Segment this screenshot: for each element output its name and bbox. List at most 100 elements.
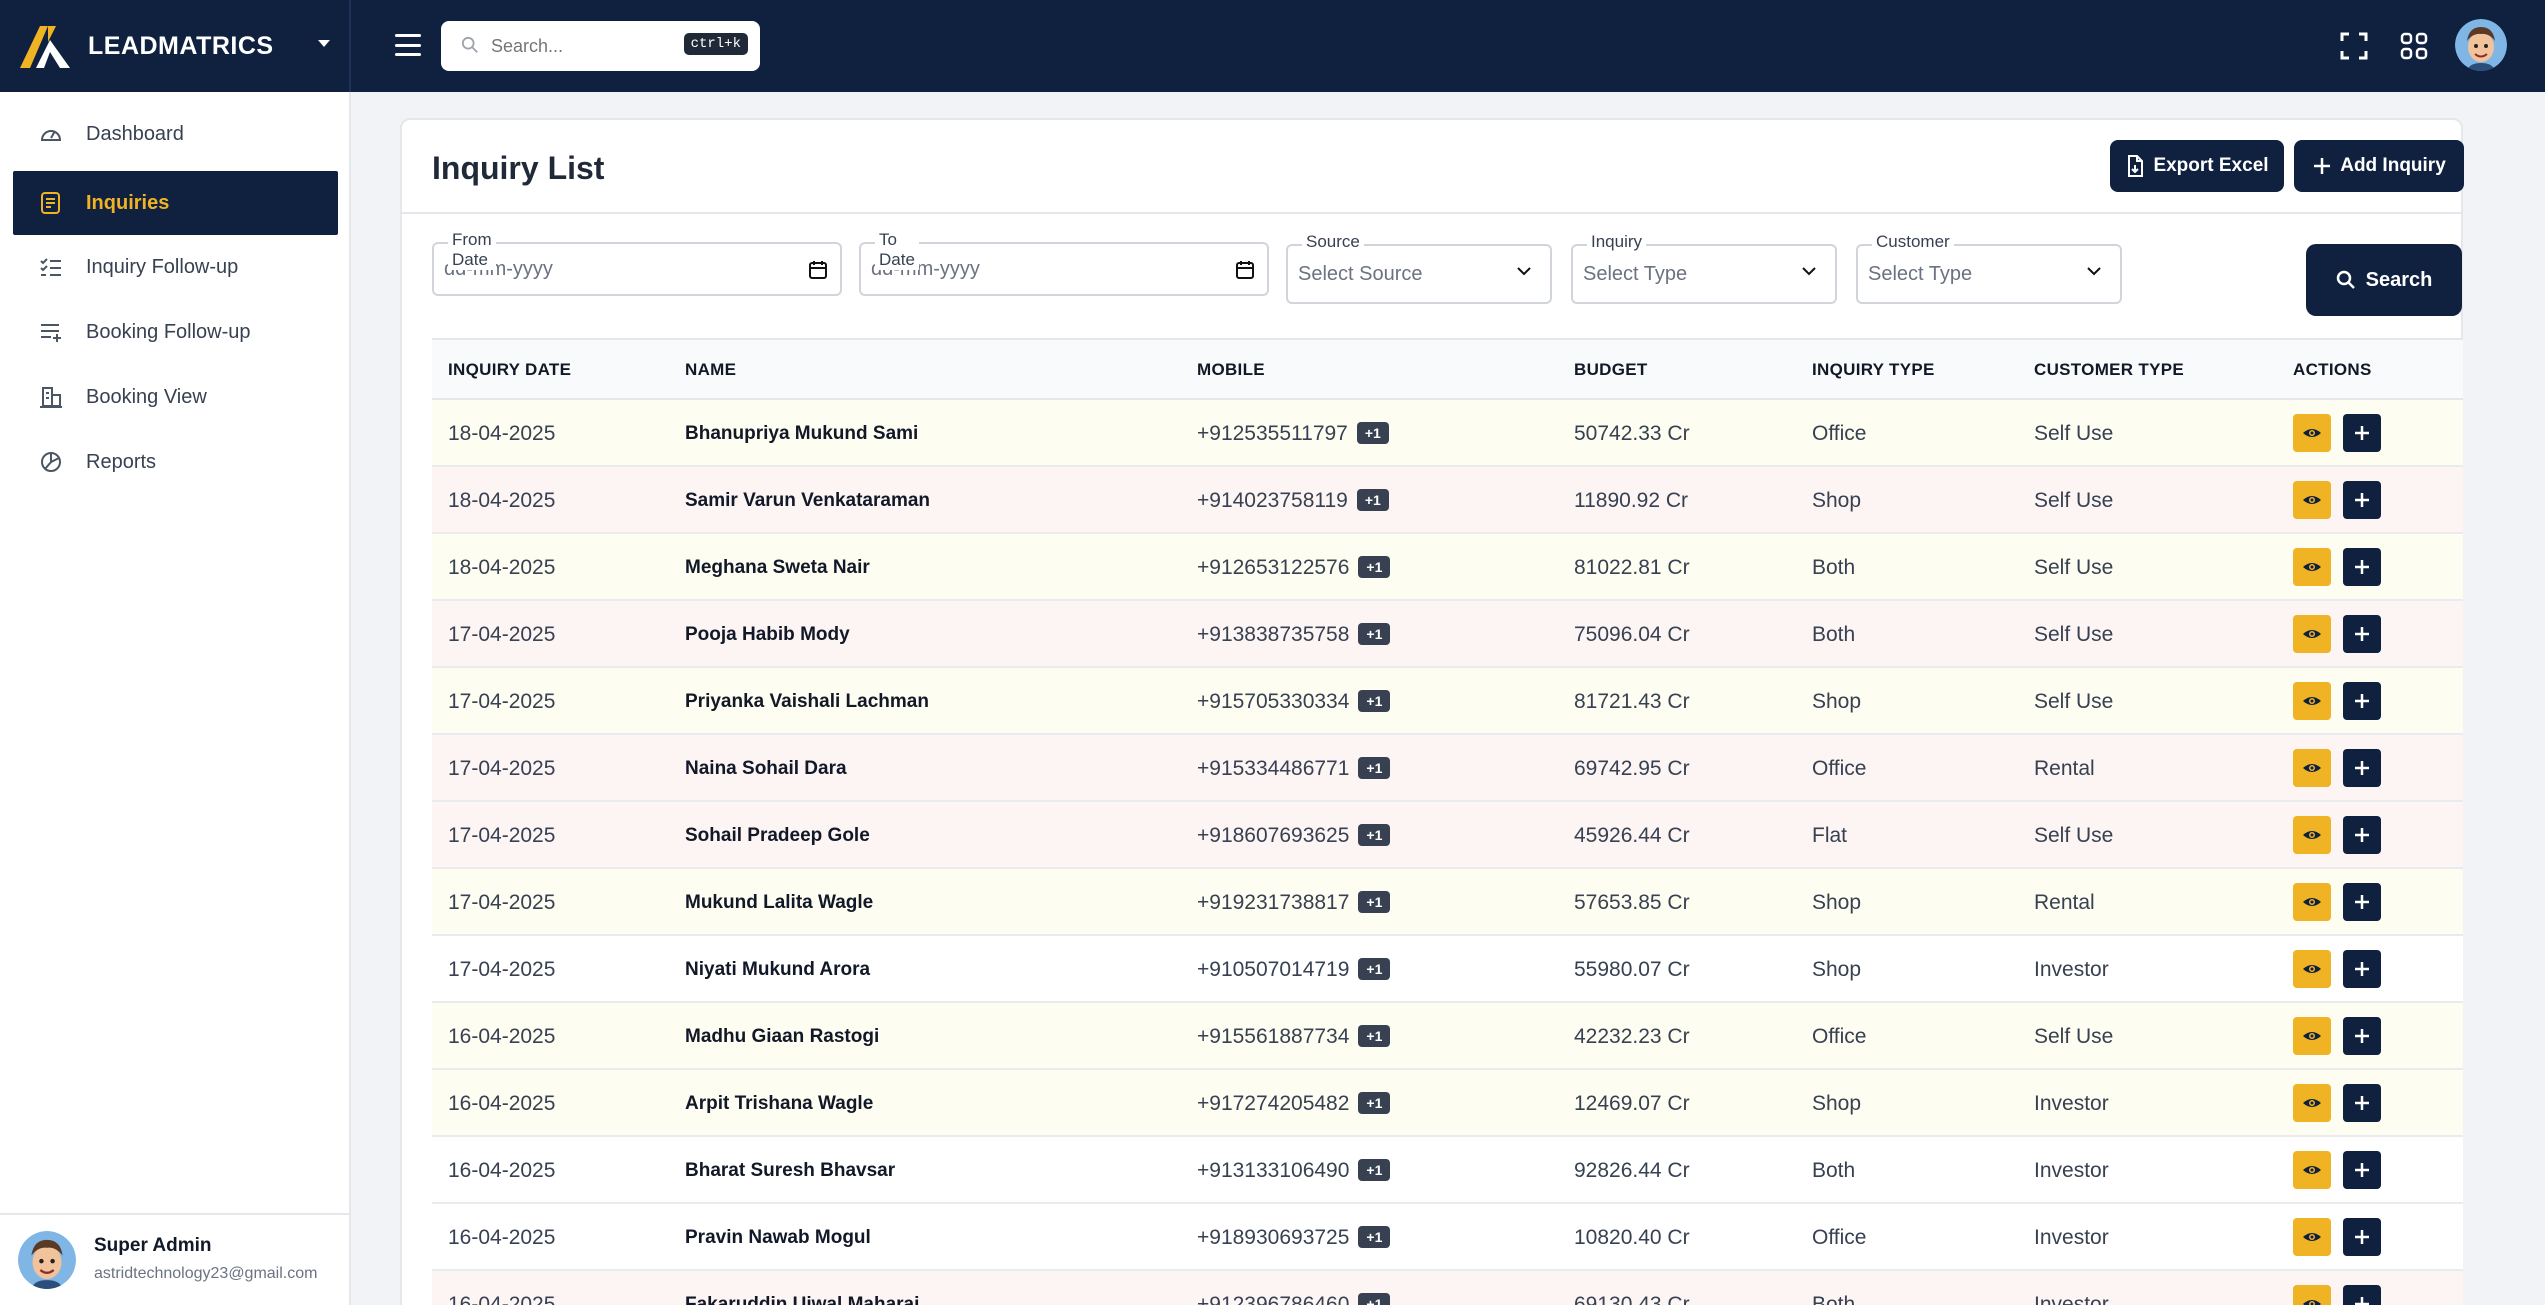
extra-contacts-badge[interactable]: +1 xyxy=(1358,1159,1391,1181)
cell-customer-type: Self Use xyxy=(2034,690,2114,713)
plus-icon xyxy=(2355,426,2369,440)
sidebar-item-dashboard[interactable]: Dashboard xyxy=(13,102,338,166)
add-followup-button[interactable] xyxy=(2343,1084,2381,1122)
extra-contacts-badge[interactable]: +1 xyxy=(1358,1293,1391,1305)
extra-contacts-badge[interactable]: +1 xyxy=(1358,690,1391,712)
brand[interactable]: LEADMATRICS xyxy=(18,22,338,70)
source-select[interactable]: Select Source xyxy=(1286,244,1552,304)
inquiry-list-card: Inquiry List Export Excel Add Inquiry dd… xyxy=(400,118,2465,1305)
add-followup-button[interactable] xyxy=(2343,1218,2381,1256)
sidebar-item-reports[interactable]: Reports xyxy=(13,430,338,494)
extra-contacts-badge[interactable]: +1 xyxy=(1358,824,1391,846)
cell-customer-type: Investor xyxy=(2034,958,2109,981)
extra-contacts-badge[interactable]: +1 xyxy=(1358,1025,1391,1047)
view-button[interactable] xyxy=(2293,615,2331,653)
add-followup-button[interactable] xyxy=(2343,615,2381,653)
view-button[interactable] xyxy=(2293,1151,2331,1189)
view-button[interactable] xyxy=(2293,414,2331,452)
to-date-input[interactable]: dd-mm-yyyy xyxy=(859,242,1269,296)
add-inquiry-button[interactable]: Add Inquiry xyxy=(2294,140,2464,192)
view-button[interactable] xyxy=(2293,950,2331,988)
extra-contacts-badge[interactable]: +1 xyxy=(1358,556,1391,578)
sidebar-item-inquiries[interactable]: Inquiries xyxy=(13,171,338,235)
sidebar-item-booking-view[interactable]: Booking View xyxy=(13,365,338,429)
view-button[interactable] xyxy=(2293,682,2331,720)
plus-icon xyxy=(2355,560,2369,574)
inquiry-type-select[interactable]: Select Type xyxy=(1571,244,1837,304)
menu-toggle-icon[interactable] xyxy=(395,34,421,56)
view-button[interactable] xyxy=(2293,1084,2331,1122)
table-row: 17-04-2025 Priyanka Vaishali Lachman +91… xyxy=(432,668,2463,735)
cell-inquiry-type: Office xyxy=(1812,1226,1867,1249)
cell-budget: 12469.07 Cr xyxy=(1574,1092,1690,1115)
extra-contacts-badge[interactable]: +1 xyxy=(1358,757,1391,779)
dashboard-gauge-icon xyxy=(40,130,62,141)
add-followup-button[interactable] xyxy=(2343,1285,2381,1305)
cell-inquiry-type: Shop xyxy=(1812,1092,1862,1115)
export-excel-button[interactable]: Export Excel xyxy=(2110,140,2284,192)
add-followup-button[interactable] xyxy=(2343,883,2381,921)
add-followup-button[interactable] xyxy=(2343,548,2381,586)
add-inquiry-label: Add Inquiry xyxy=(2340,155,2446,176)
cell-mobile: +913838735758 +1 xyxy=(1197,623,1391,647)
view-button[interactable] xyxy=(2293,883,2331,921)
plus-icon xyxy=(2355,828,2369,842)
mobile-number: +912653122576 xyxy=(1197,556,1350,579)
sidebar-item-booking-follow-up[interactable]: Booking Follow-up xyxy=(13,300,338,364)
search-icon xyxy=(461,36,478,53)
fullscreen-icon[interactable] xyxy=(2338,30,2370,62)
add-followup-button[interactable] xyxy=(2343,1151,2381,1189)
extra-contacts-badge[interactable]: +1 xyxy=(1358,891,1391,913)
view-button[interactable] xyxy=(2293,1285,2331,1305)
extra-contacts-badge[interactable]: +1 xyxy=(1358,623,1391,645)
extra-contacts-badge[interactable]: +1 xyxy=(1358,1226,1391,1248)
sidebar-user-profile[interactable]: Super Admin astridtechnology23@gmail.com xyxy=(0,1213,351,1305)
cell-mobile: +913133106490 +1 xyxy=(1197,1159,1391,1183)
add-followup-button[interactable] xyxy=(2343,950,2381,988)
add-followup-button[interactable] xyxy=(2343,1017,2381,1055)
calendar-icon[interactable] xyxy=(1235,260,1255,280)
extra-contacts-badge[interactable]: +1 xyxy=(1358,1092,1391,1114)
extra-contacts-badge[interactable]: +1 xyxy=(1358,958,1391,980)
cell-customer-type: Self Use xyxy=(2034,422,2114,445)
view-button[interactable] xyxy=(2293,816,2331,854)
view-button[interactable] xyxy=(2293,481,2331,519)
add-followup-button[interactable] xyxy=(2343,816,2381,854)
eye-icon xyxy=(2303,697,2321,705)
cell-budget: 81022.81 Cr xyxy=(1574,556,1690,579)
view-button[interactable] xyxy=(2293,548,2331,586)
table-row: 17-04-2025 Pooja Habib Mody +91383873575… xyxy=(432,601,2463,668)
sidebar-item-inquiry-follow-up[interactable]: Inquiry Follow-up xyxy=(13,235,338,299)
view-button[interactable] xyxy=(2293,1218,2331,1256)
brand-dropdown-caret-icon[interactable] xyxy=(318,40,330,47)
cell-name: Madhu Giaan Rastogi xyxy=(685,1026,880,1047)
table-body: 18-04-2025 Bhanupriya Mukund Sami +91253… xyxy=(432,400,2465,1305)
add-followup-button[interactable] xyxy=(2343,481,2381,519)
table-row: 16-04-2025 Bharat Suresh Bhavsar +913133… xyxy=(432,1137,2463,1204)
customer-type-select-value: Select Type xyxy=(1868,262,1973,285)
customer-type-select[interactable]: Select Type xyxy=(1856,244,2122,304)
sidebar: Dashboard Inquiries Inquiry Follow-up Bo… xyxy=(0,92,351,1305)
col-header-inquiry-date: INQUIRY DATE xyxy=(448,360,572,379)
extra-contacts-badge[interactable]: +1 xyxy=(1356,422,1389,444)
search-icon xyxy=(2336,270,2355,289)
extra-contacts-badge[interactable]: +1 xyxy=(1356,489,1389,511)
apps-grid-icon[interactable] xyxy=(2398,30,2430,62)
add-followup-button[interactable] xyxy=(2343,682,2381,720)
add-followup-button[interactable] xyxy=(2343,414,2381,452)
search-button[interactable]: Search xyxy=(2306,244,2462,316)
view-button[interactable] xyxy=(2293,1017,2331,1055)
cell-inquiry-type: Shop xyxy=(1812,891,1862,914)
add-followup-button[interactable] xyxy=(2343,749,2381,787)
from-date-label: From Date xyxy=(448,230,496,270)
view-button[interactable] xyxy=(2293,749,2331,787)
building-icon xyxy=(40,387,62,408)
from-date-input[interactable]: dd-mm-yyyy xyxy=(432,242,842,296)
eye-icon xyxy=(2303,496,2321,504)
search-input[interactable] xyxy=(491,31,671,61)
calendar-icon[interactable] xyxy=(808,260,828,280)
user-avatar[interactable] xyxy=(2455,19,2507,71)
inquiry-type-select-value: Select Type xyxy=(1583,262,1688,285)
eye-icon xyxy=(2303,630,2321,638)
col-header-inquiry-type: INQUIRY TYPE xyxy=(1812,360,1935,379)
